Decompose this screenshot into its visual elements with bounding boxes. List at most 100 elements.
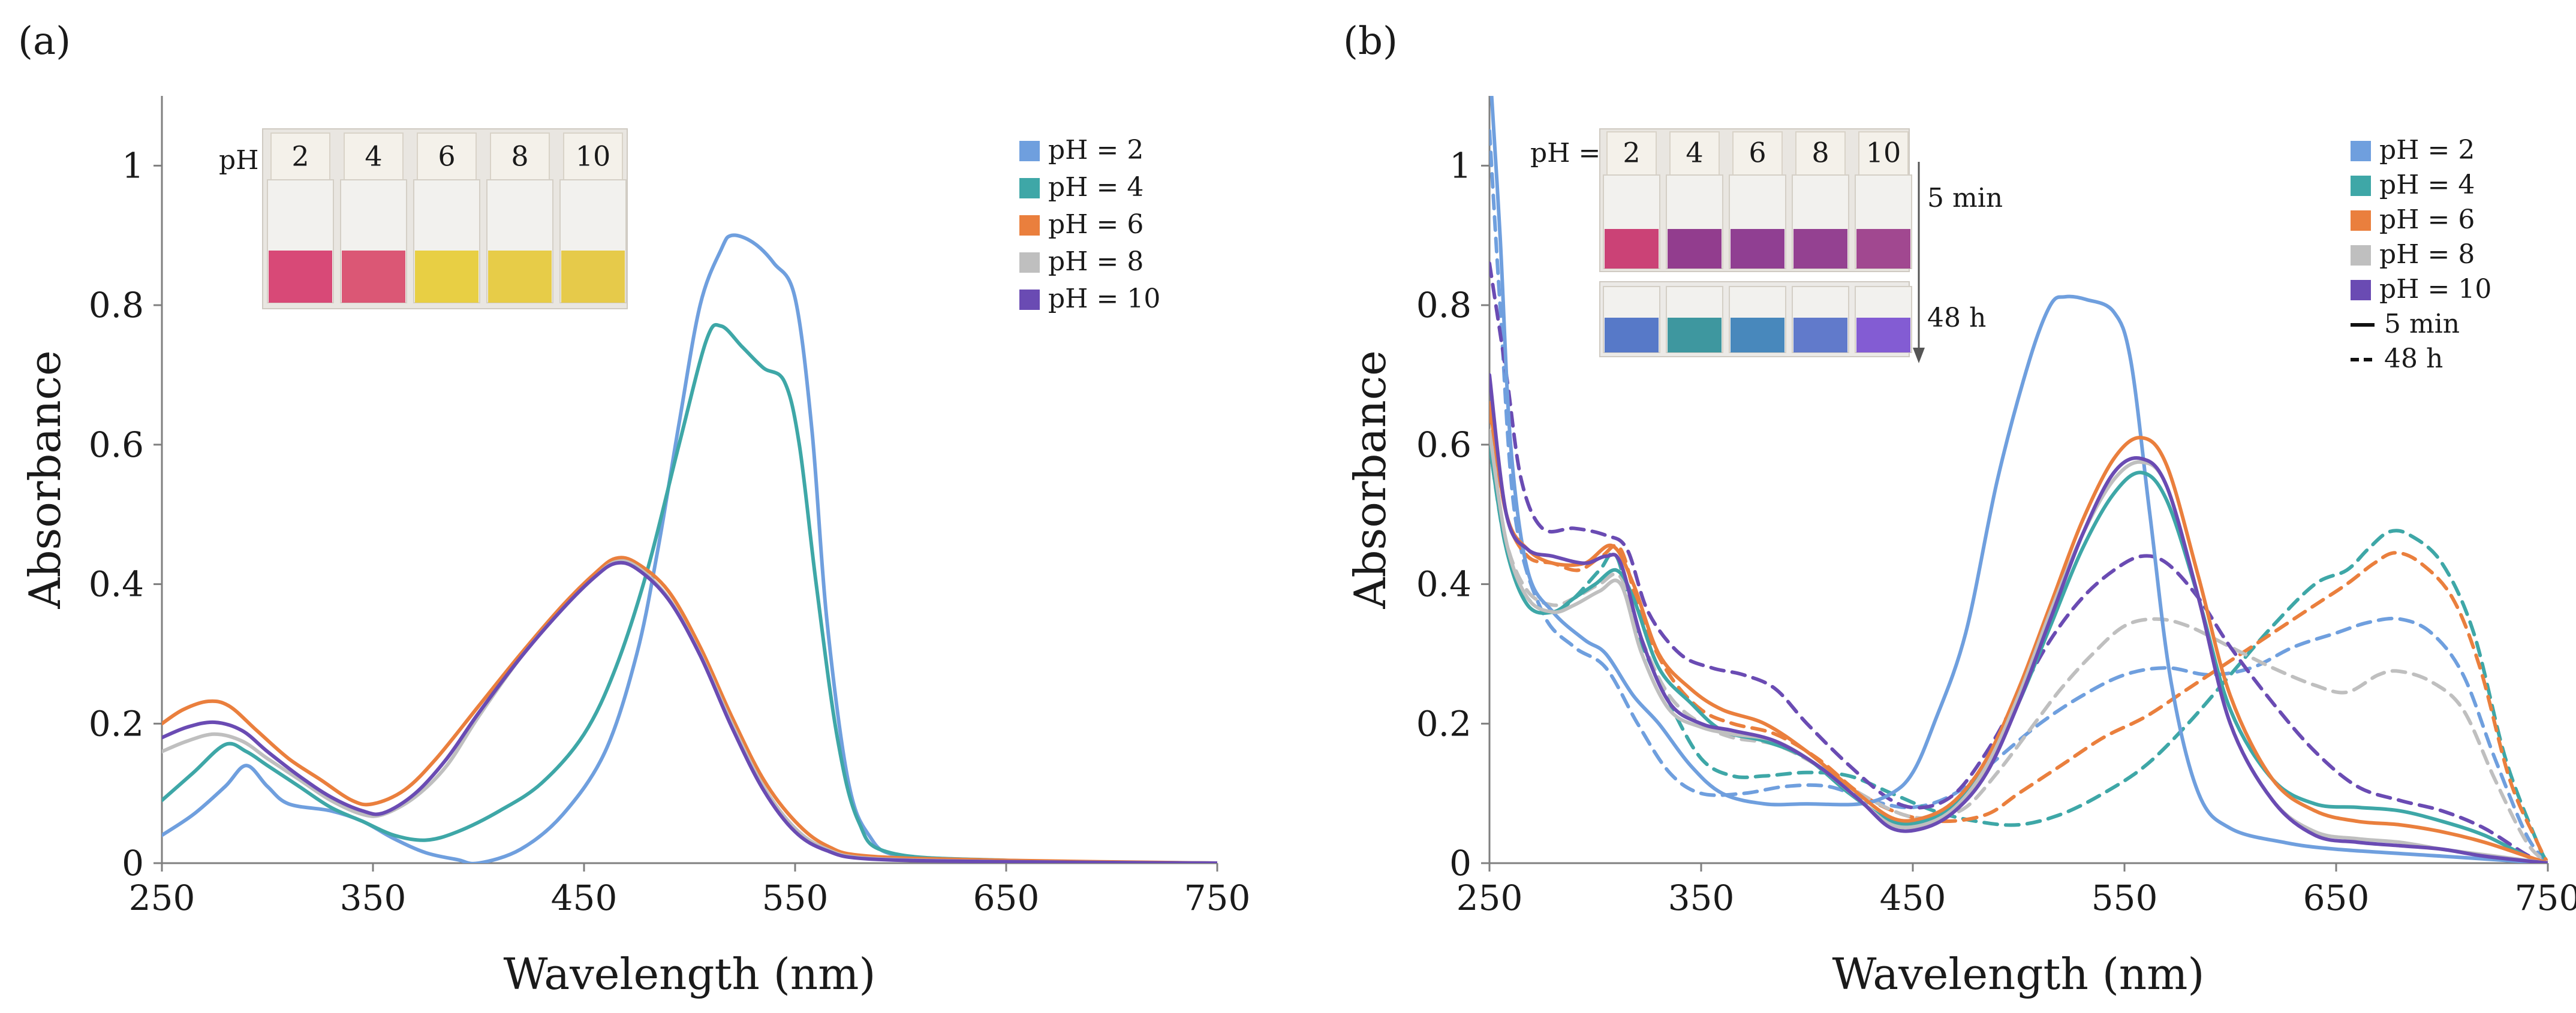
legend-label: pH = 2 xyxy=(2379,135,2475,165)
vial-label: 6 xyxy=(438,140,455,173)
y-tick-label: 0.2 xyxy=(89,703,144,744)
y-tick-label: 0.8 xyxy=(1416,285,1471,325)
legend-swatch xyxy=(2351,210,2371,231)
legend-label: pH = 2 xyxy=(1048,135,1143,165)
vial-label: 10 xyxy=(576,140,611,173)
legend-style-label: 5 min xyxy=(2384,309,2460,339)
legend-swatch xyxy=(2351,245,2371,266)
legend: pH = 2 pH = 4 pH = 6 pH = 8 pH = 10 xyxy=(1019,135,1160,314)
legend-swatch xyxy=(2351,176,2371,196)
vial-cap xyxy=(417,132,477,180)
x-tick-label: 450 xyxy=(1880,878,1946,918)
series-line-ph4 xyxy=(162,322,1217,863)
vial-label: 10 xyxy=(1866,136,1901,168)
vial-cap xyxy=(1669,131,1720,176)
time-arrow-head-icon xyxy=(1913,348,1925,363)
x-tick-label: 650 xyxy=(2303,878,2370,918)
y-tick-label: 0.6 xyxy=(89,424,144,465)
vial-liquid xyxy=(1793,318,1847,352)
y-tick-label: 0.4 xyxy=(89,564,144,605)
y-tick-label: 0 xyxy=(1449,843,1471,884)
x-tick-label: 250 xyxy=(1456,878,1523,918)
vial-label: 8 xyxy=(1811,136,1829,168)
y-tick-label: 1 xyxy=(1449,145,1471,186)
vial-liquid xyxy=(342,251,405,303)
series-line-ph6 xyxy=(162,556,1217,863)
vial-label: 8 xyxy=(511,140,528,173)
y-axis-label: Absorbance xyxy=(20,350,70,609)
vial-cap xyxy=(563,132,623,180)
series-line-ph10 xyxy=(162,560,1217,863)
vial-label: 2 xyxy=(291,140,309,173)
x-tick-label: 750 xyxy=(1184,878,1251,918)
vial-liquid xyxy=(1731,229,1784,269)
panel-label: (b) xyxy=(1343,19,1398,64)
x-tick-label: 650 xyxy=(973,878,1040,918)
time-label-48h: 48 h xyxy=(1927,303,1986,333)
vial-liquid xyxy=(1731,318,1784,352)
series-group xyxy=(1489,96,2548,863)
legend-label: pH = 10 xyxy=(1048,284,1160,314)
series-line-ph10 xyxy=(1489,373,2548,863)
y-axis-label: Absorbance xyxy=(1345,350,1395,609)
legend: pH = 2 pH = 4 pH = 6 pH = 8 pH = 10 5 min 48 h xyxy=(2351,135,2491,374)
x-axis-label: Wavelength (nm) xyxy=(503,949,875,999)
vial-liquid xyxy=(1668,229,1722,269)
series-line-ph6 xyxy=(1489,401,2548,863)
vial-cap xyxy=(1795,131,1846,176)
vial-liquid xyxy=(415,251,479,303)
vial-label: 4 xyxy=(365,140,382,173)
vial-cap xyxy=(1732,131,1783,176)
series-line-ph2-48h xyxy=(1489,129,2548,863)
panel-b: (b) 250 350 450 550 650 750 0 0.2 0.4 0.6 0.8 1 Wa… xyxy=(1343,19,2576,999)
y-tick-label: 1 xyxy=(122,145,144,186)
x-tick-label: 350 xyxy=(1668,878,1735,918)
vial-liquid xyxy=(1605,318,1659,352)
inset-prefix: pH = xyxy=(1530,138,1600,168)
legend-swatch xyxy=(1019,252,1040,273)
series-line-ph8-48h xyxy=(1489,442,2548,863)
vial-liquid xyxy=(1856,318,1910,352)
plot-area: 250 350 450 550 650 750 0 0.2 0.4 0.6 0.8 1 xyxy=(1416,96,2576,918)
vial-cap xyxy=(1858,131,1909,176)
y-tick-label: 0.2 xyxy=(1416,703,1471,744)
y-ticks: 0 0.2 0.4 0.6 0.8 1 xyxy=(89,145,162,884)
legend-label: pH = 4 xyxy=(1048,172,1143,203)
vials-photo-a-icon: pH = 2 4 6 8 10 xyxy=(219,128,628,309)
vial-liquid xyxy=(1856,229,1910,269)
vial-label: 2 xyxy=(1623,136,1640,168)
x-tick-label: 550 xyxy=(2092,878,2158,918)
vial-label: 4 xyxy=(1686,136,1703,168)
vial-cap xyxy=(1606,131,1657,176)
x-ticks: 250 350 450 550 650 750 xyxy=(129,863,1251,918)
legend-swatch xyxy=(2351,280,2371,300)
vial-liquid xyxy=(1668,318,1722,352)
vials-photo-b-48h-icon xyxy=(1599,281,1912,357)
x-axis-label: Wavelength (nm) xyxy=(1832,949,2204,999)
legend-style-label: 48 h xyxy=(2384,343,2443,374)
legend-swatch xyxy=(1019,290,1040,310)
vial-liquid xyxy=(1793,229,1847,269)
series-line-ph8 xyxy=(162,559,1217,863)
y-tick-label: 0 xyxy=(122,843,144,884)
vial-cap xyxy=(344,132,404,180)
x-tick-label: 250 xyxy=(129,878,195,918)
legend-label: pH = 8 xyxy=(2379,239,2475,270)
vials-inset-b: pH = 2 4 6 8 10 5 min 48 h xyxy=(1530,128,2003,363)
y-tick-label: 0.6 xyxy=(1416,424,1471,465)
legend-label: pH = 6 xyxy=(1048,209,1143,240)
legend-label: pH = 6 xyxy=(2379,204,2475,235)
series-line-ph10-48h xyxy=(1489,261,2548,863)
legend-label: pH = 8 xyxy=(1048,246,1143,277)
legend-swatch xyxy=(1019,178,1040,198)
legend-label: pH = 4 xyxy=(2379,170,2475,200)
series-line-ph2 xyxy=(162,233,1217,863)
vial-liquid xyxy=(1605,229,1659,269)
vial-cap xyxy=(490,132,550,180)
y-ticks: 0 0.2 0.4 0.6 0.8 1 xyxy=(1416,145,1489,884)
x-tick-label: 750 xyxy=(2515,878,2576,918)
series-group xyxy=(162,233,1217,863)
legend-label: pH = 10 xyxy=(2379,274,2491,304)
x-tick-label: 350 xyxy=(340,878,407,918)
x-tick-label: 450 xyxy=(551,878,618,918)
